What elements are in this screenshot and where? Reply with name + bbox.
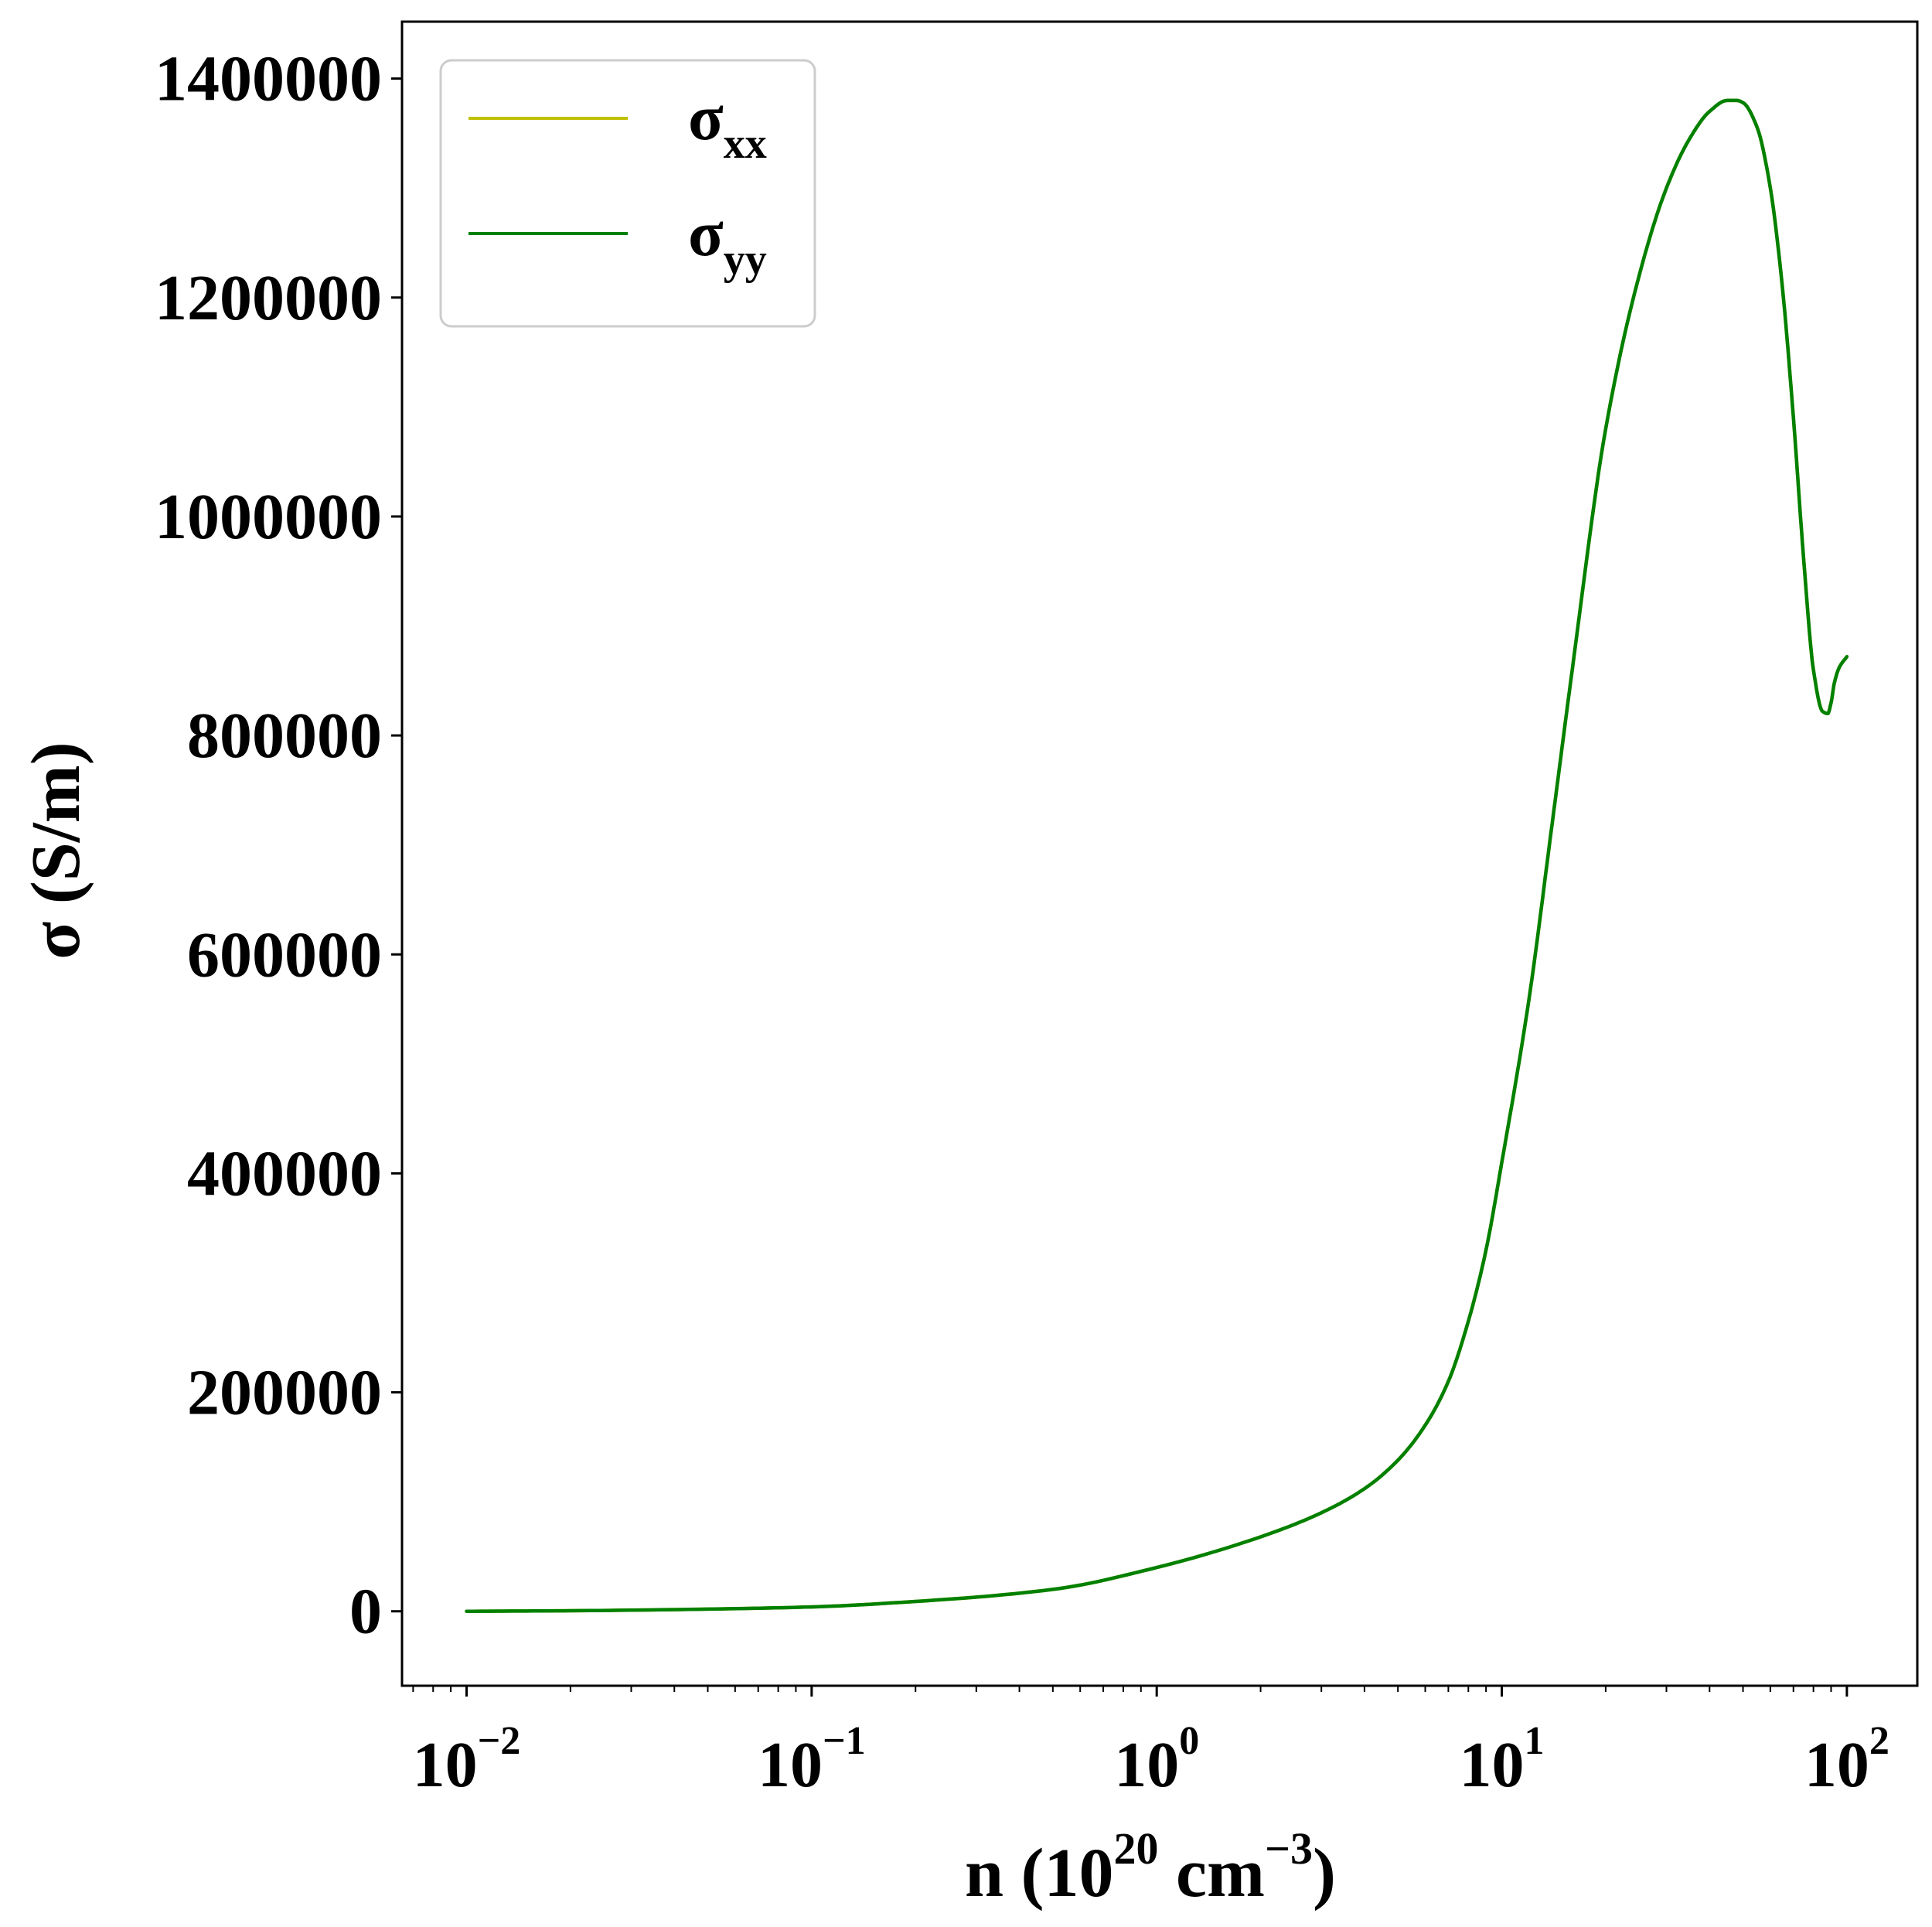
series-line-sigma-yy — [465, 98, 1849, 1613]
legend-box — [439, 59, 816, 328]
x-tick-label: 10−2 — [413, 1719, 521, 1801]
y-tick-label: 800000 — [187, 700, 382, 772]
y-tick-label: 1000000 — [155, 481, 382, 553]
y-axis-ticks: 0 200000 400000 600000 800000 1000000 1200000 1… — [155, 43, 402, 1648]
y-tick-label: 1200000 — [155, 262, 382, 334]
y-tick-label: 0 — [349, 1576, 382, 1648]
legend-label-sigma-xx: σxx — [688, 82, 767, 168]
legend: σxx σyy — [439, 59, 816, 328]
x-axis-title: n (1020 cm−3) — [965, 1823, 1336, 1912]
x-tick-label-base: 10 — [1804, 1729, 1869, 1801]
legend-label-sigma-xx-sub: xx — [724, 120, 767, 168]
y-tick-label: 600000 — [187, 919, 382, 991]
x-axis-ticks: 10−2 10−1 100 101 102 — [412, 1686, 1889, 1801]
x-tick-label-base: 10 — [413, 1729, 478, 1801]
x-tick-label: 102 — [1804, 1719, 1889, 1801]
x-tick-label-exponent: −1 — [823, 1719, 866, 1763]
x-tick-label: 101 — [1460, 1719, 1545, 1801]
plot-frame — [400, 20, 1919, 1687]
x-tick-label-exponent: 2 — [1869, 1719, 1889, 1763]
x-axis-title-sup1: 20 — [1114, 1823, 1159, 1874]
y-tick-label: 400000 — [187, 1137, 382, 1209]
x-tick-label: 10−1 — [758, 1719, 866, 1801]
x-tick-label-base: 10 — [758, 1729, 823, 1801]
legend-label-sigma-yy: σyy — [688, 198, 767, 284]
x-tick-label-exponent: 0 — [1179, 1719, 1199, 1763]
x-tick-label: 100 — [1114, 1719, 1199, 1801]
y-tick-label: 200000 — [187, 1357, 382, 1429]
x-tick-label-exponent: −2 — [478, 1719, 521, 1763]
legend-label-sigma-yy-name: σ — [688, 198, 724, 270]
y-tick-label: 1400000 — [155, 43, 382, 115]
x-axis-title-sup2: −3 — [1265, 1823, 1313, 1874]
x-axis-title-base: n (10 — [965, 1835, 1114, 1912]
series-lines — [465, 98, 1849, 1613]
legend-label-sigma-xx-name: σ — [688, 82, 724, 154]
x-tick-label-exponent: 1 — [1525, 1719, 1545, 1763]
x-tick-label-base: 10 — [1114, 1729, 1179, 1801]
y-axis-title: σ (S/m) — [18, 742, 94, 959]
legend-label-sigma-yy-sub: yy — [724, 236, 767, 284]
x-tick-label-base: 10 — [1460, 1729, 1525, 1801]
x-axis-title-end: ) — [1313, 1835, 1336, 1912]
x-axis-title-mid: cm — [1159, 1835, 1265, 1912]
